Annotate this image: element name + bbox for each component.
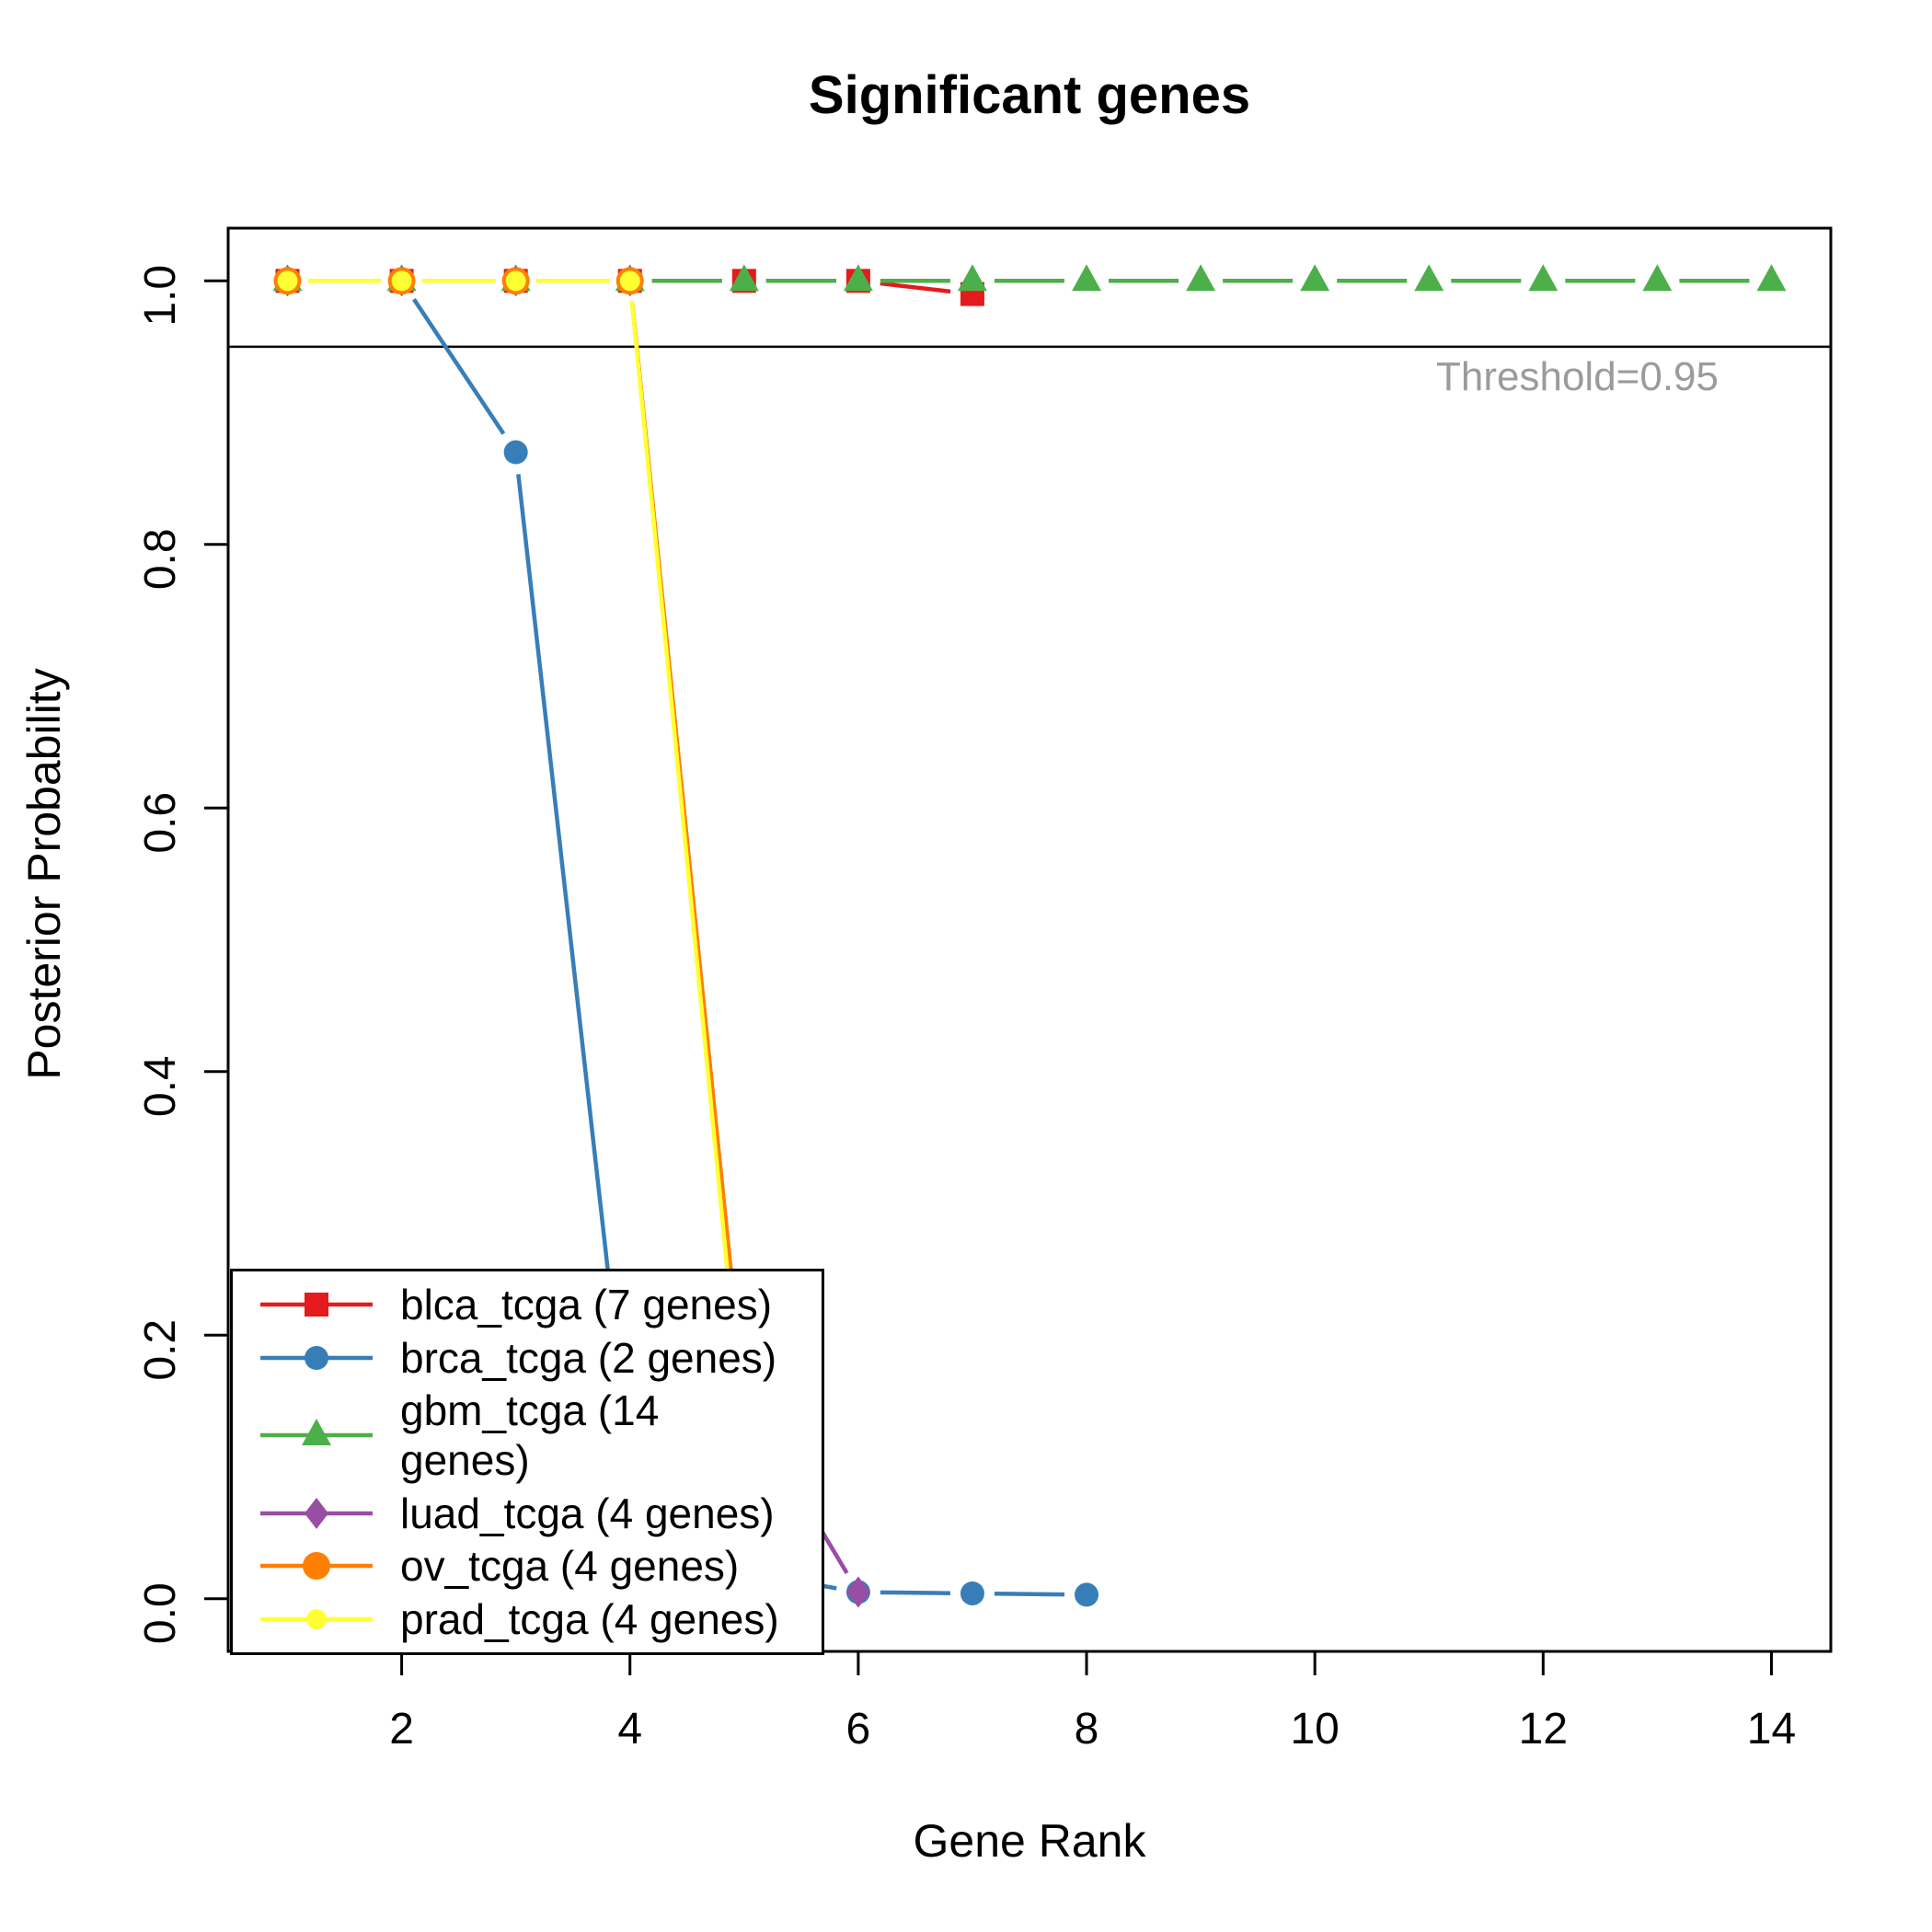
x-axis-label: Gene Rank bbox=[913, 1815, 1146, 1867]
y-axis-label: Posterior Probability bbox=[18, 668, 70, 1080]
plot-box bbox=[226, 226, 1833, 1653]
y-tick-label: 0.4 bbox=[136, 1055, 185, 1117]
x-tick-label: 2 bbox=[389, 1705, 414, 1754]
legend-marker-circle-icon bbox=[260, 1552, 373, 1581]
legend-item-label: brca_tcga (2 genes) bbox=[400, 1333, 777, 1382]
x-tick-label: 14 bbox=[1747, 1705, 1796, 1754]
x-tick-label: 12 bbox=[1519, 1705, 1568, 1754]
legend-marker-circle-icon bbox=[260, 1345, 373, 1370]
legend-item: brca_tcga (2 genes) bbox=[257, 1333, 798, 1383]
legend-item: luad_tcga (4 genes) bbox=[257, 1489, 798, 1538]
legend-item: blca_tcga (7 genes) bbox=[257, 1280, 798, 1329]
y-tick-label: 0.0 bbox=[136, 1582, 185, 1644]
x-tick-label: 6 bbox=[846, 1705, 871, 1754]
x-tick-label: 10 bbox=[1290, 1705, 1339, 1754]
y-axis-ticks: 0.0 0.2 0.4 0.6 0.8 1.0 bbox=[136, 265, 228, 1644]
legend-marker-square-icon bbox=[260, 1293, 373, 1317]
y-tick-label: 0.8 bbox=[136, 528, 185, 590]
x-axis-ticks: 2 4 6 8 10 12 14 bbox=[389, 1651, 1796, 1754]
legend-item-label: prad_tcga (4 genes) bbox=[400, 1594, 779, 1643]
legend-item: prad_tcga (4 genes) bbox=[257, 1594, 798, 1644]
legend-item: gbm_tcga (14 genes) bbox=[257, 1386, 798, 1485]
legend-marker-circle-icon bbox=[260, 1608, 373, 1629]
y-tick-label: 1.0 bbox=[136, 265, 185, 327]
x-tick-label: 8 bbox=[1075, 1705, 1099, 1754]
series-gbm_tcga bbox=[272, 264, 1787, 292]
legend-marker-triangle-icon bbox=[260, 1419, 373, 1446]
legend-item-label: luad_tcga (4 genes) bbox=[400, 1489, 775, 1537]
threshold-label: Threshold=0.95 bbox=[1436, 354, 1719, 399]
chart-title: Significant genes bbox=[808, 65, 1251, 125]
x-tick-label: 4 bbox=[617, 1705, 642, 1754]
legend: blca_tcga (7 genes) brca_tcga (2 genes) gb… bbox=[230, 1269, 824, 1655]
legend-item-label: gbm_tcga (14 genes) bbox=[400, 1386, 660, 1485]
legend-item-label: blca_tcga (7 genes) bbox=[400, 1281, 773, 1329]
legend-marker-diamond-icon bbox=[260, 1497, 373, 1529]
y-tick-label: 0.2 bbox=[136, 1319, 185, 1381]
legend-item-label: ov_tcga (4 genes) bbox=[400, 1542, 740, 1591]
y-tick-label: 0.6 bbox=[136, 792, 185, 854]
legend-item: ov_tcga (4 genes) bbox=[257, 1541, 798, 1591]
